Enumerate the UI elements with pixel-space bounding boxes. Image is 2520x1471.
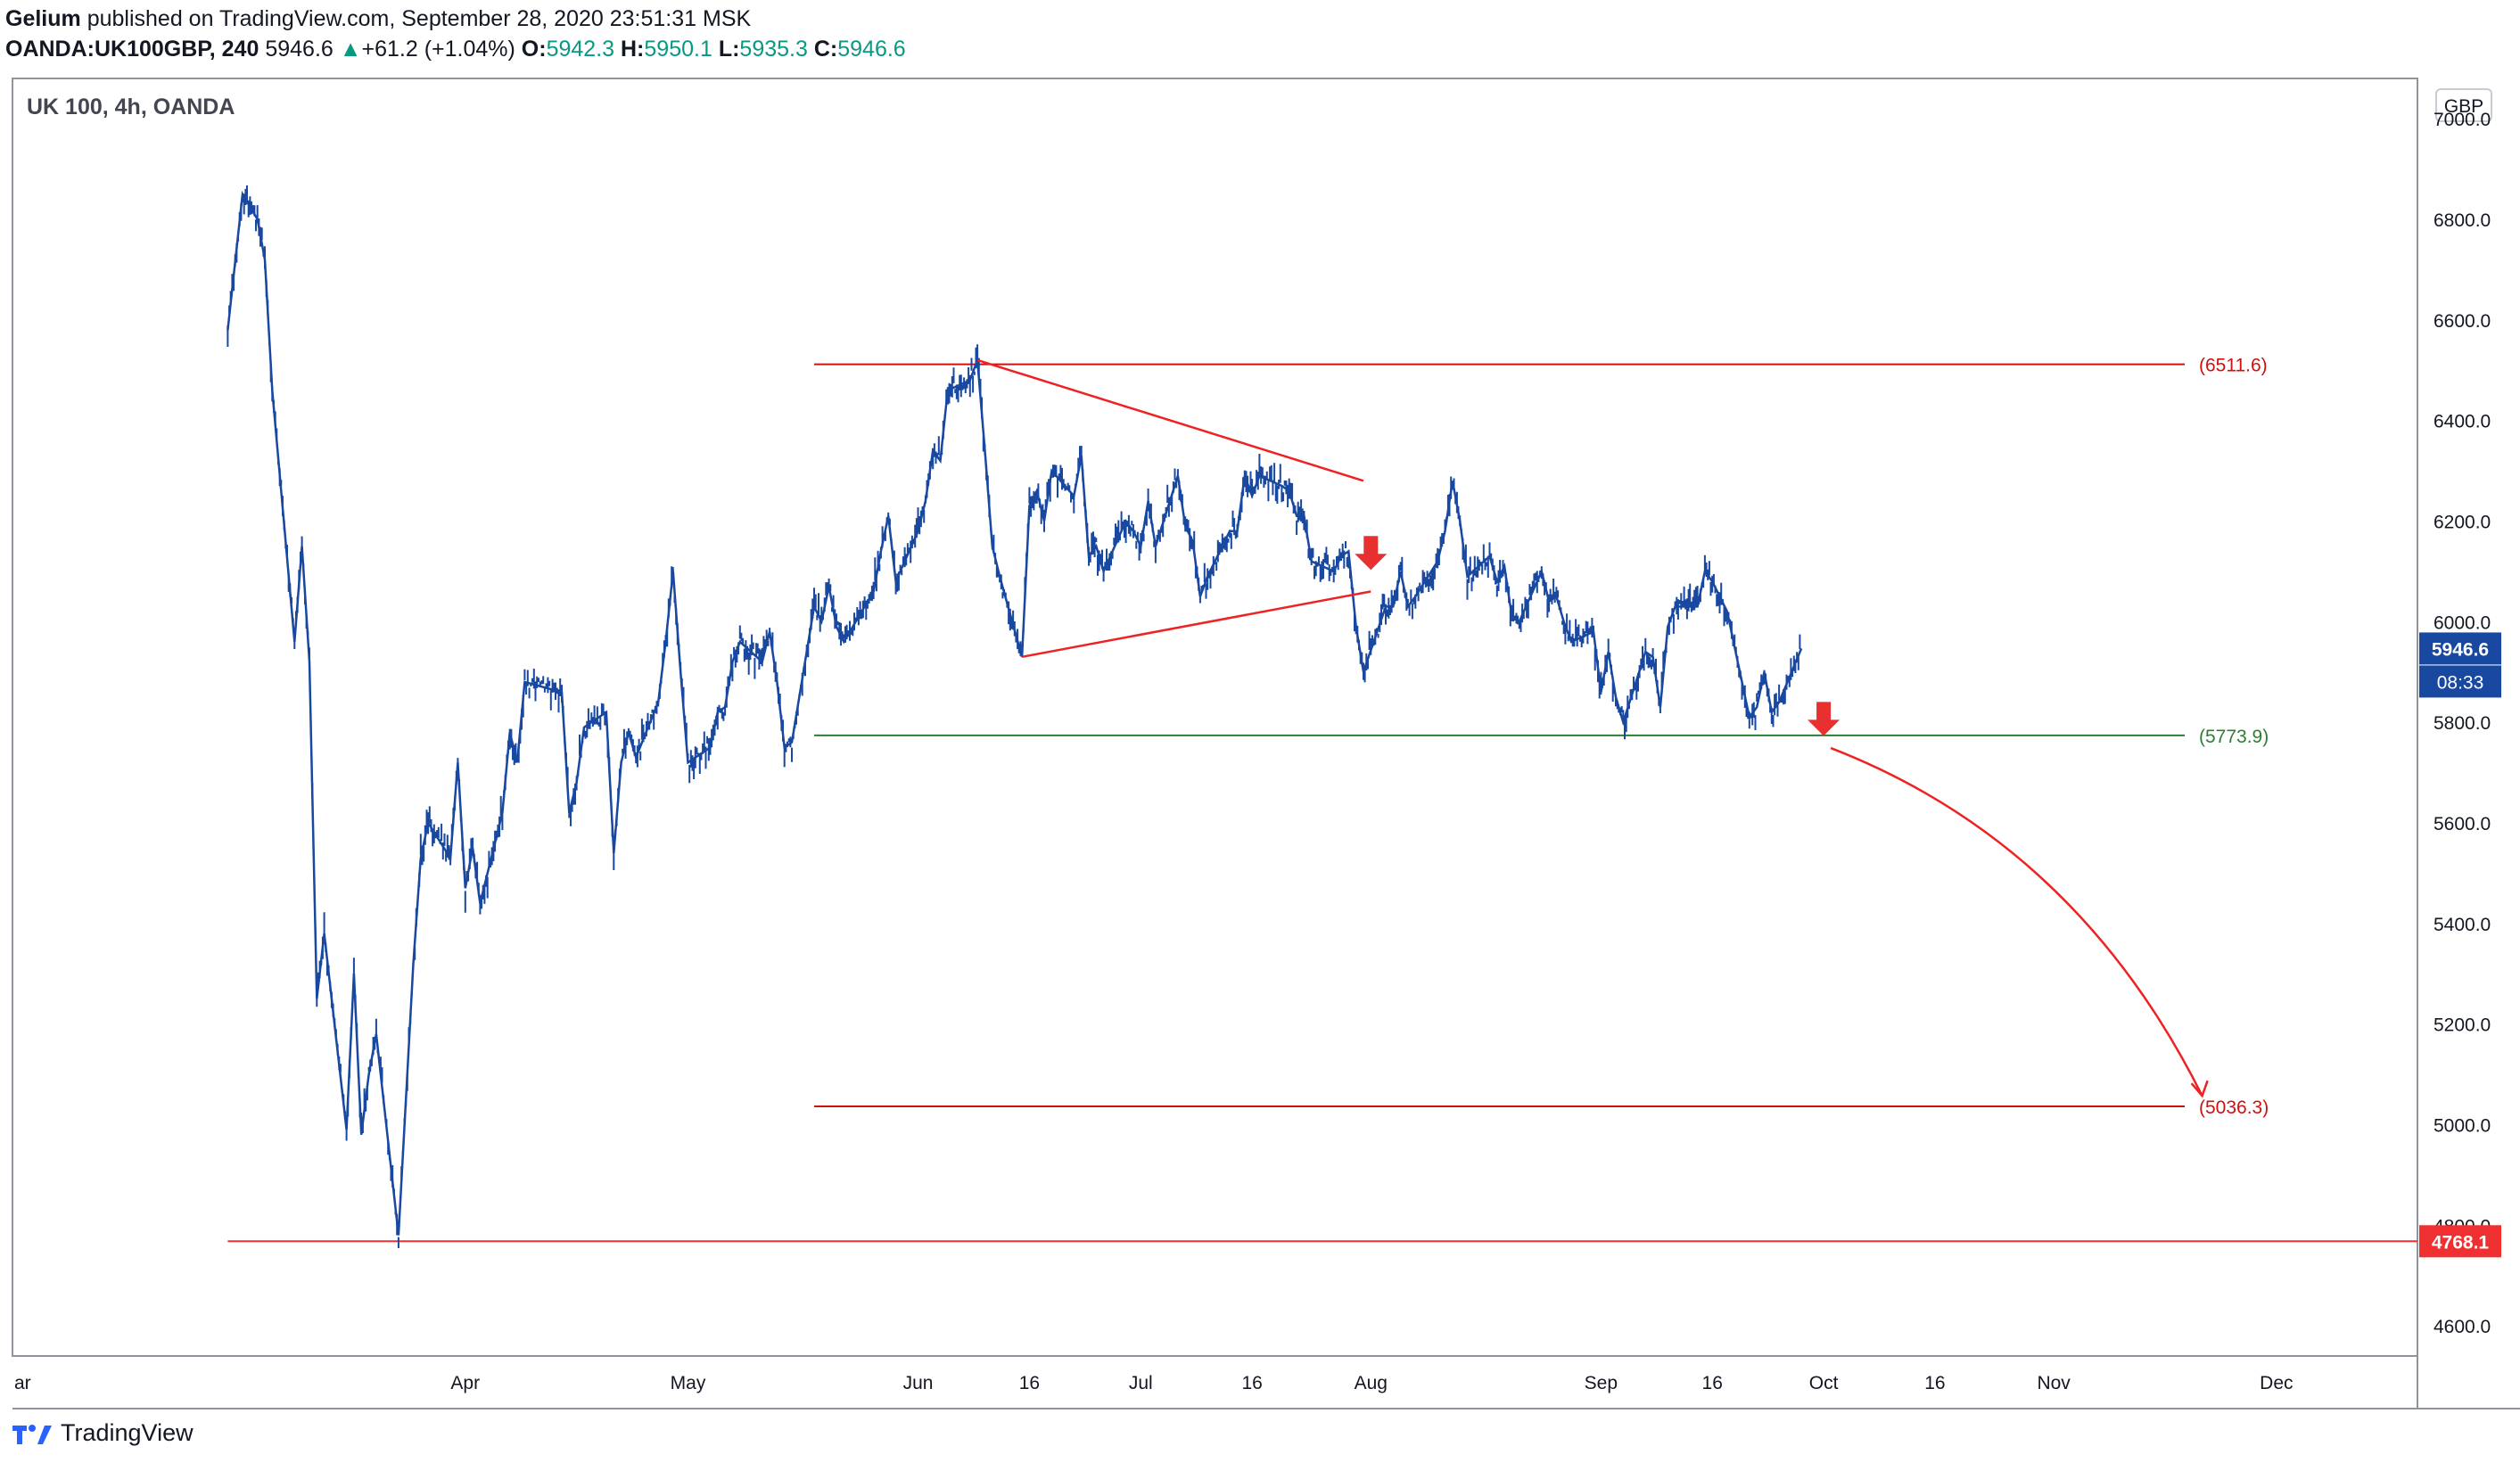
x-tick-label: 16 [1241, 1373, 1262, 1393]
published-text: published on TradingView.com, September … [86, 6, 752, 31]
projection-curve[interactable] [1830, 746, 2203, 1097]
close-value: 5946.6 [837, 37, 906, 62]
tradingview-logo-icon[interactable] [11, 1420, 54, 1447]
level-label: (5036.3) [2199, 1097, 2269, 1118]
y-tick-label: 6400.0 [2434, 412, 2491, 432]
y-tick-label: 7000.0 [2434, 110, 2491, 130]
annotations [976, 358, 2209, 1098]
price-bars [226, 185, 1801, 1248]
projection-arrowhead-icon [2190, 1080, 2209, 1098]
arrow-down-icon[interactable] [1355, 536, 1388, 571]
y-tick-label: 6200.0 [2434, 512, 2491, 532]
countdown-label: 08:33 [2437, 672, 2484, 693]
y-axis[interactable]: 4600.04800.05000.05200.05400.05600.05800… [2434, 110, 2491, 1337]
y-tick-label: 5800.0 [2434, 713, 2491, 734]
currency-button[interactable]: GBP [2435, 88, 2492, 122]
x-tick-label: 16 [1019, 1373, 1040, 1393]
x-axis[interactable]: ar Apr May Jun 16 Jul 16 Aug Sep 16 Oct 16 Nov Dec [14, 1373, 2294, 1393]
level-label: (5773.9) [2199, 727, 2269, 747]
x-tick-label: 16 [1702, 1373, 1723, 1393]
y-tick-label: 4600.0 [2434, 1317, 2491, 1337]
y-tick-label: 6600.0 [2434, 311, 2491, 332]
x-tick-label: Jul [1129, 1373, 1153, 1393]
price-line [226, 190, 1803, 1236]
chart-title: UK 100, 4h, OANDA [27, 95, 235, 119]
high-value: 5950.1 [644, 37, 712, 62]
tradingview-brand[interactable]: TradingView [61, 1419, 194, 1446]
x-tick-label: Jun [903, 1373, 934, 1393]
level-label: (6511.6) [2199, 356, 2268, 376]
x-tick-label: Sep [1585, 1373, 1618, 1393]
open-value: 5942.3 [546, 37, 615, 62]
x-tick-label: Aug [1355, 1373, 1388, 1393]
plot-frame [12, 78, 2418, 1357]
low-value: 5935.3 [739, 37, 808, 62]
last-price-badge [2419, 632, 2501, 665]
price-series [226, 185, 1803, 1248]
author-name[interactable]: Gelium [5, 6, 81, 31]
level-badge [2419, 1225, 2501, 1258]
last-price-badge-label: 5946.6 [2432, 639, 2489, 660]
trendline[interactable] [1021, 590, 1371, 659]
high-label: H: [621, 37, 645, 62]
axis-badges: 5946.6 08:33 4768.1 [2419, 632, 2501, 1258]
x-tick-label: ar [14, 1373, 31, 1393]
x-tick-label: Oct [1809, 1373, 1839, 1393]
x-tick-label: May [671, 1373, 706, 1393]
y-tick-label: 6000.0 [2434, 612, 2491, 633]
arrow-down-icon[interactable] [1808, 702, 1841, 736]
low-label: L: [718, 37, 740, 62]
countdown-badge [2419, 665, 2501, 698]
y-tick-label: 5600.0 [2434, 814, 2491, 834]
x-tick-label: Nov [2037, 1373, 2071, 1393]
publish-info: Gelium published on TradingView.com, Sep… [5, 4, 906, 34]
horizontal-levels: (6511.6) (5773.9) (5036.3) [227, 356, 2417, 1243]
level-badge-label: 4768.1 [2432, 1232, 2490, 1253]
publish-header: Gelium published on TradingView.com, Sep… [5, 4, 906, 64]
y-tick-label: 6800.0 [2434, 210, 2491, 231]
change-value: +61.2 (+1.04%) [361, 37, 515, 62]
y-tick-label: 5200.0 [2434, 1015, 2491, 1036]
last-price-value: 5946.6 [265, 37, 334, 62]
y-tick-label: 5400.0 [2434, 915, 2491, 935]
currency-label: GBP [2444, 96, 2483, 117]
trendline[interactable] [976, 358, 1364, 482]
close-label: C: [813, 37, 838, 62]
x-tick-label: 16 [1924, 1373, 1945, 1393]
open-label: O: [521, 37, 547, 62]
x-tick-label: Apr [450, 1373, 480, 1393]
ohlc-legend: OANDA:UK100GBP, 240 5946.6 ▲+61.2 (+1.04… [5, 34, 906, 64]
x-tick-label: Dec [2260, 1373, 2293, 1393]
change-up-icon: ▲ [339, 37, 362, 62]
footer: TradingView [11, 1419, 194, 1447]
symbol-label: OANDA:UK100GBP, 240 [5, 37, 259, 62]
y-tick-label: 5000.0 [2434, 1115, 2491, 1136]
